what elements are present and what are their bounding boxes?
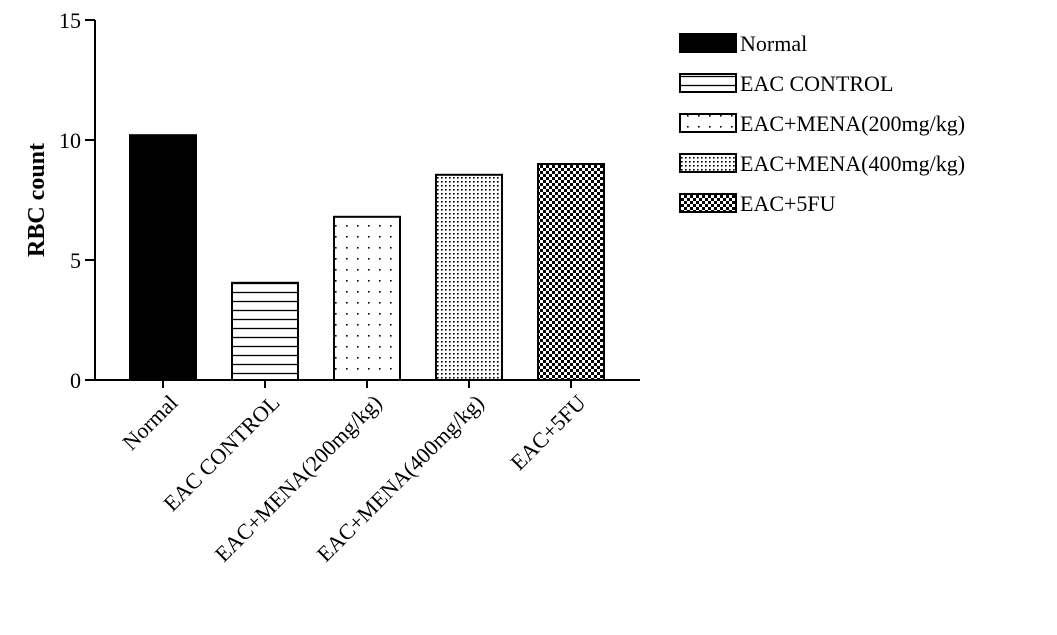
y-tick-label: 10 <box>59 128 81 153</box>
x-category-label: EAC+5FU <box>505 390 590 475</box>
bar-2 <box>231 281 299 381</box>
legend-swatch <box>679 73 737 93</box>
x-category-label: EAC+MENA(400mg/kg) <box>312 390 489 567</box>
legend-swatch <box>679 153 737 173</box>
legend-swatch <box>679 113 737 133</box>
legend-label: EAC CONTROL <box>740 71 893 96</box>
bar-4 <box>435 173 503 381</box>
legend-swatch <box>679 193 737 213</box>
y-tick-label: 5 <box>70 248 81 273</box>
legend-label: EAC+5FU <box>740 191 836 216</box>
legend-swatch <box>679 33 737 53</box>
legend-label: Normal <box>740 31 807 56</box>
legend: Normal EAC CONTROL EAC+MENA(200mg/kg) EAC+M… <box>679 31 965 216</box>
y-tick-label: 0 <box>70 368 81 393</box>
y-tick-label: 15 <box>59 8 81 33</box>
legend-label: EAC+MENA(200mg/kg) <box>740 111 965 136</box>
legend-label: EAC+MENA(400mg/kg) <box>740 151 965 176</box>
bar-1 <box>129 134 197 381</box>
x-category-label: EAC+MENA(200mg/kg) <box>210 390 387 567</box>
bar-5 <box>537 163 605 381</box>
bars <box>129 134 605 381</box>
bar-3 <box>333 215 401 381</box>
y-axis-label: RBC count <box>24 143 50 257</box>
x-category-label: Normal <box>117 390 182 455</box>
